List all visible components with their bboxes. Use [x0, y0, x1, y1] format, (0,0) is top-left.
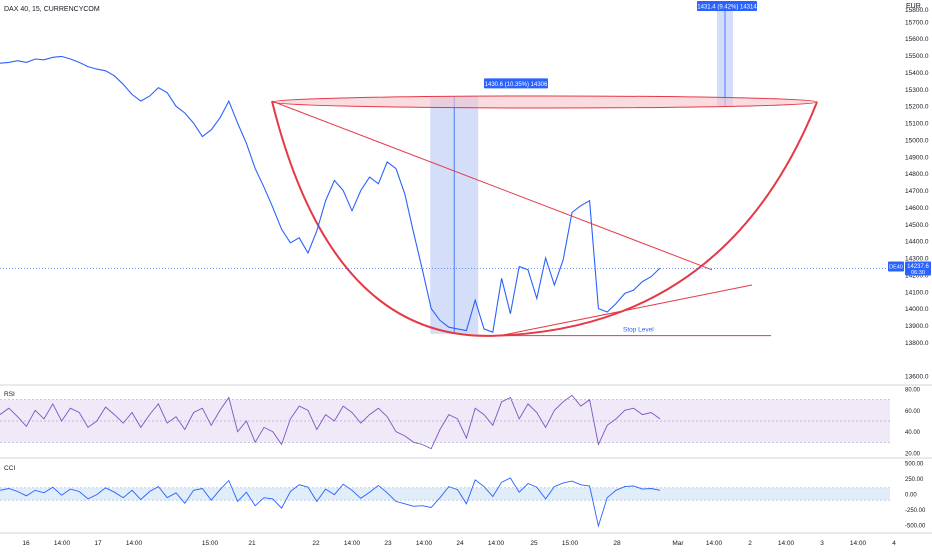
price-tick-label: 15600.0 [905, 36, 929, 43]
price-tick-label: 14900.0 [905, 154, 929, 161]
time-tick-label: 15:00 [562, 540, 579, 547]
price-tick-label: 15300.0 [905, 87, 929, 94]
cup-rim-ellipse [272, 95, 818, 109]
time-tick-label: 14:00 [54, 540, 71, 547]
measure-label: 1431.4 (9.42%) 14314 [697, 5, 757, 11]
time-tick-label: 14:00 [850, 540, 867, 547]
time-tick-label: 14:00 [416, 540, 433, 547]
price-series-line [0, 55, 661, 333]
price-tick-label: 13800.0 [905, 340, 929, 347]
price-tick-label: 14600.0 [905, 205, 929, 212]
time-axis[interactable]: 16 14:00 17 14:00 15:00 21 22 14:00 23 14:00 24 14:… [22, 540, 896, 547]
rsi-tick-label: 40.00 [905, 430, 921, 436]
rsi-tick-label: 80.00 [905, 388, 921, 394]
price-tick-label: 14100.0 [905, 289, 929, 296]
time-tick-label: 14:00 [488, 540, 505, 547]
currency-label: EUR [906, 3, 921, 10]
cci-tick-label: -250.00 [905, 508, 926, 514]
price-tag-value: 14237.6 [907, 264, 929, 270]
cci-band [0, 487, 890, 501]
stop-level-label: Stop Level [623, 327, 654, 334]
time-tick-label: 14:00 [126, 540, 143, 547]
time-tick-label: 3 [820, 540, 824, 547]
time-tick-label: 14:00 [706, 540, 723, 547]
time-tick-label: 2 [748, 540, 752, 547]
cci-panel[interactable]: CCI 500.00 250.00 0.00 -250.00 -500.00 [0, 462, 926, 530]
symbol-tag: DE40 [889, 265, 903, 271]
rsi-title: RSI [4, 391, 15, 398]
price-tick-label: 14500.0 [905, 222, 929, 229]
rsi-tick-label: 20.00 [905, 452, 921, 458]
price-tick-label: 15700.0 [905, 19, 929, 26]
time-tick-label: Mar [672, 540, 684, 547]
price-tick-label: 14400.0 [905, 239, 929, 246]
price-tick-label: 15800.0 [905, 7, 929, 14]
price-tick-label: 13900.0 [905, 323, 929, 330]
rsi-line [0, 394, 661, 450]
cci-title: CCI [4, 465, 15, 472]
price-tick-label: 15200.0 [905, 104, 929, 111]
price-tick-label: 14000.0 [905, 306, 929, 313]
time-tick-label: 22 [312, 540, 320, 547]
price-tag-countdown: 06:30 [911, 270, 925, 276]
time-tick-label: 23 [384, 540, 392, 547]
rsi-tick-label: 60.00 [905, 409, 921, 415]
price-tick-label: 14300.0 [905, 256, 929, 263]
time-tick-label: 21 [248, 540, 256, 547]
price-panel[interactable]: 15700.0 15600.0 15500.0 15400.0 15300.0 15200… [0, 1, 931, 381]
rsi-panel[interactable]: RSI 80.00 60.00 40.00 20.00 [0, 388, 921, 458]
time-tick-label: 17 [94, 540, 102, 547]
time-tick-label: 15:00 [202, 540, 219, 547]
price-tick-label: 15100.0 [905, 121, 929, 128]
price-tick-label: 15500.0 [905, 53, 929, 60]
cci-tick-label: 0.00 [905, 493, 917, 499]
cci-tick-label: 500.00 [905, 462, 924, 468]
chart-header: DAX 40, 15, CURRENCYCOM [4, 6, 100, 13]
measure-label-bg [697, 1, 757, 11]
price-tick-label: 14200.0 [905, 272, 929, 279]
price-tag-bg [905, 261, 931, 276]
cup-curve [271, 100, 818, 337]
cci-tick-label: 250.00 [905, 477, 924, 483]
measure-label-bg [484, 78, 548, 89]
symbol-tag-bg [888, 261, 904, 272]
price-tick-label: 14700.0 [905, 188, 929, 195]
resistance-trendline [271, 100, 713, 271]
time-tick-label: 4 [892, 540, 896, 547]
time-tick-label: 24 [456, 540, 464, 547]
time-tick-label: 16 [22, 540, 30, 547]
cci-line [0, 477, 661, 528]
time-tick-label: 14:00 [778, 540, 795, 547]
price-tick-label: 15400.0 [905, 70, 929, 77]
price-tick-label: 13600.0 [905, 374, 929, 381]
cci-tick-label: -500.00 [905, 523, 926, 529]
price-tick-label: 15000.0 [905, 137, 929, 144]
time-tick-label: 14:00 [344, 540, 361, 547]
measure-label: 1430.6 (10.35%) 14306 [485, 82, 548, 88]
price-tick-label: 14800.0 [905, 171, 929, 178]
time-tick-label: 28 [613, 540, 621, 547]
time-tick-label: 25 [530, 540, 538, 547]
